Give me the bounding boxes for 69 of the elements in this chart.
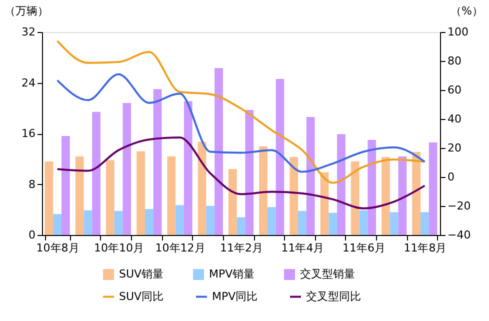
bar [92, 112, 100, 235]
line-series [56, 73, 426, 173]
bar [206, 206, 215, 235]
bar [167, 156, 176, 235]
bar [228, 169, 237, 235]
x-tick-label: 11年2月 [220, 242, 263, 254]
y2-tick-label: 0 [448, 170, 454, 184]
y-axis-title: （万辆） [4, 4, 48, 18]
bar [306, 117, 315, 235]
bar [398, 156, 407, 235]
y2-tick-label: 80 [448, 54, 462, 68]
line-series [56, 136, 426, 210]
bar [390, 212, 398, 235]
bar [359, 210, 368, 235]
y-tick-label: 32 [22, 26, 36, 38]
bar [328, 212, 338, 235]
bar [184, 101, 192, 235]
x-tick-label: 10年10月 [94, 242, 144, 254]
line-series [56, 40, 426, 184]
bar [153, 89, 162, 235]
x-tick-label: 11年4月 [281, 242, 324, 254]
y2-axis-title: （%） [450, 4, 483, 18]
y-tick-label: 8 [28, 178, 36, 191]
legend-label: SUV销量 [119, 268, 164, 281]
bar [276, 78, 284, 235]
bar [412, 152, 421, 235]
bar [267, 207, 276, 235]
bar [198, 142, 206, 235]
bar [176, 205, 184, 235]
x-tick-label: 11年6月 [342, 242, 386, 254]
bar [53, 214, 62, 235]
y2-tick-label: −20 [448, 200, 471, 212]
bar [136, 151, 145, 235]
y2-tick-label: −40 [448, 228, 471, 242]
bar [245, 110, 254, 235]
bar [144, 208, 154, 235]
legend-label: MPV销量 [209, 268, 255, 281]
bar [114, 210, 123, 235]
bar [44, 161, 54, 235]
bar [428, 142, 438, 235]
bar [420, 212, 429, 235]
bar [350, 161, 360, 235]
bar [290, 156, 298, 235]
y-tick-label: 24 [22, 76, 36, 90]
y2-tick-label: 100 [448, 26, 468, 38]
y2-tick-label: 40 [448, 112, 462, 126]
bar [337, 134, 346, 235]
legend-label: 交叉型销量 [300, 268, 355, 281]
x-tick-label: 10年8月 [36, 242, 80, 254]
bar [84, 210, 92, 235]
y2-tick-label: 60 [448, 84, 462, 96]
bar [298, 210, 306, 235]
bar [61, 136, 70, 235]
bar [214, 68, 223, 235]
bar [106, 160, 114, 235]
bar [382, 156, 390, 235]
bar [368, 140, 376, 235]
legend-label: MPV同比 [212, 290, 258, 303]
bar [259, 146, 268, 235]
y-tick-label: 16 [22, 127, 36, 140]
bar [122, 103, 132, 235]
legend-label: SUV同比 [119, 290, 164, 303]
bar [236, 217, 246, 235]
x-tick-label: 10年12月 [155, 242, 206, 254]
y-tick-label: 0 [28, 228, 36, 242]
bar [75, 156, 84, 235]
x-tick-label: 11年8月 [404, 242, 447, 254]
y2-tick-label: 20 [448, 142, 462, 154]
legend-label: 交叉型同比 [306, 290, 361, 303]
